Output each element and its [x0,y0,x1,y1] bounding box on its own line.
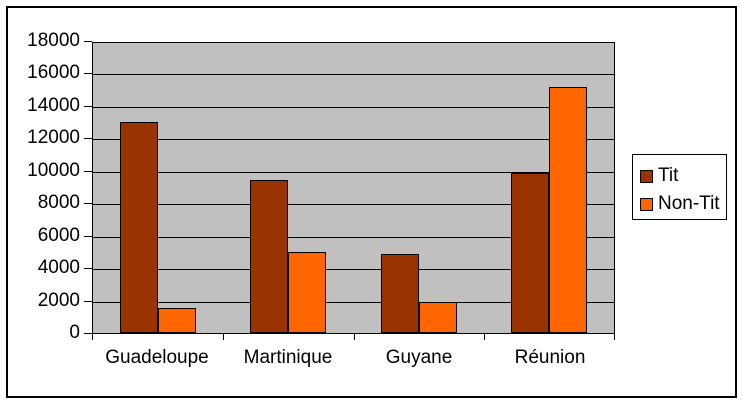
gridline [93,139,614,140]
x-axis-category-label: Guadeloupe [105,347,209,368]
gridline [93,204,614,205]
y-axis-tick-mark [84,73,92,74]
gridline [93,74,614,75]
x-axis-tick-mark [614,334,615,340]
legend-swatch-non-tit-icon [640,197,653,211]
y-axis-tick-mark [84,301,92,302]
x-axis-category-label: Réunion [514,347,586,368]
bar-tit [250,180,288,333]
y-axis-tick-label: 14000 [27,95,80,116]
x-axis-tick-mark [354,334,355,340]
y-axis-tick-label: 4000 [37,257,80,278]
x-axis-tick-mark [92,334,93,340]
plot-area [92,42,615,334]
y-axis-tick-mark [84,41,92,42]
y-axis-tick-mark [84,236,92,237]
y-axis-tick-mark [84,106,92,107]
x-axis-category-label: Guyane [385,347,453,368]
gridline [93,269,614,270]
x-axis-tick-mark [223,334,224,340]
y-axis-tick-label: 10000 [27,160,80,181]
bar-non-tit [158,308,196,333]
y-axis-tick-label: 12000 [27,127,80,148]
legend-swatch-tit-icon [640,169,653,183]
y-axis-tick-label: 0 [69,322,80,343]
legend-label-tit: Tit [658,165,679,186]
y-axis-tick-label: 18000 [27,30,80,51]
y-axis-tick-label: 2000 [37,290,80,311]
bar-non-tit [288,252,326,333]
gridline [93,302,614,303]
y-axis-tick-label: 8000 [37,192,80,213]
bar-non-tit [419,302,457,333]
y-axis-tick-mark [84,171,92,172]
bar-tit [120,122,158,333]
bar-tit [511,173,549,333]
legend: Tit Non-Tit [632,154,727,220]
y-axis-tick-mark [84,203,92,204]
y-axis-tick-label: 16000 [27,62,80,83]
gridline [93,237,614,238]
bar-non-tit [549,87,587,333]
legend-item-non-tit: Non-Tit [640,190,726,218]
legend-item-tit: Tit [640,162,726,190]
bar-tit [381,254,419,333]
legend-label-non-tit: Non-Tit [658,193,720,214]
y-axis-tick-mark [84,138,92,139]
gridline [93,172,614,173]
y-axis-tick-label: 6000 [37,225,80,246]
gridline [93,107,614,108]
x-axis-category-label: Martinique [243,347,333,368]
y-axis-tick-mark [84,333,92,334]
x-axis-tick-mark [484,334,485,340]
y-axis-tick-mark [84,268,92,269]
